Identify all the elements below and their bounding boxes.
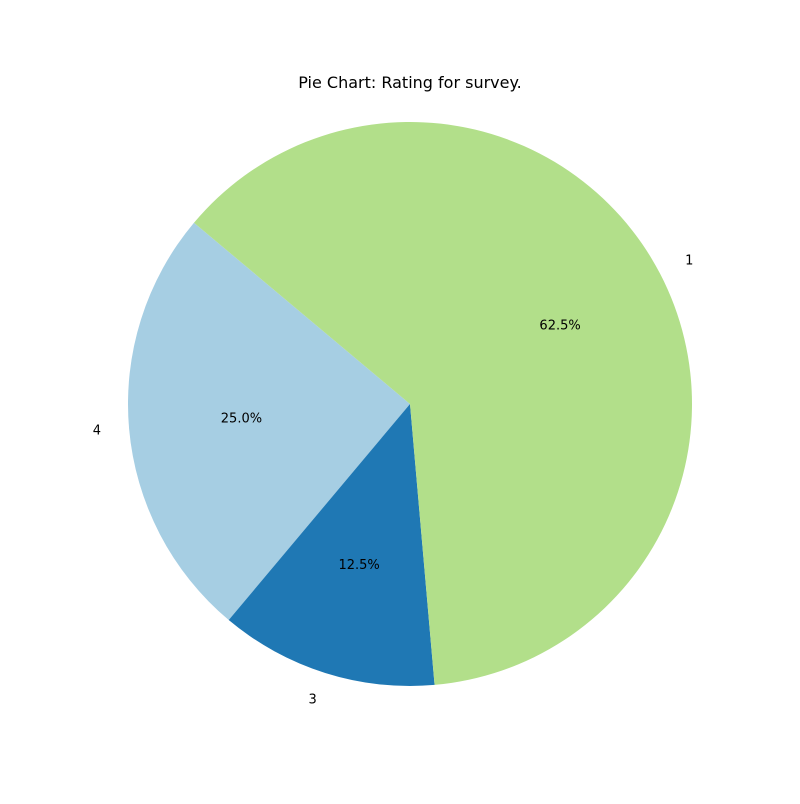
slice-label-3: 3 [308, 692, 316, 707]
pie-slice-4 [128, 222, 410, 621]
pie-slice-1 [193, 122, 692, 685]
slice-percent-4: 25.0% [221, 411, 262, 426]
slice-label-1: 1 [685, 253, 693, 268]
slice-percent-3: 12.5% [338, 558, 379, 573]
chart-title: Pie Chart: Rating for survey. [298, 73, 522, 92]
slice-percent-1: 62.5% [539, 318, 580, 333]
slice-label-4: 4 [93, 424, 101, 439]
pie-labels: 4 25.0% 3 12.5% 1 62.5% [93, 253, 694, 707]
pie-slice-3 [228, 404, 435, 687]
pie-slices [128, 122, 692, 687]
